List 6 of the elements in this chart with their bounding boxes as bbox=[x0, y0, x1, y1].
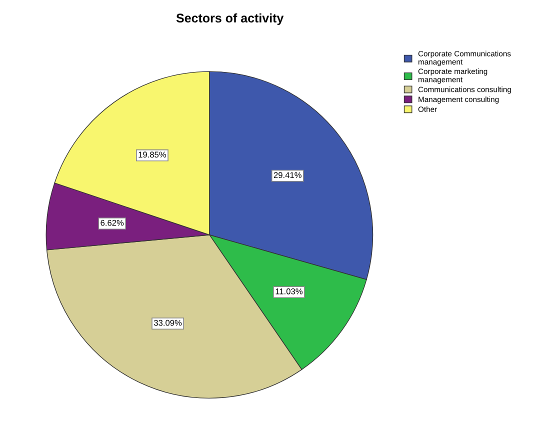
data-label: 33.09% bbox=[154, 320, 182, 326]
chart-title: Sectors of activity bbox=[176, 13, 284, 25]
data-label: 11.03% bbox=[276, 288, 302, 294]
data-label: 6.62% bbox=[100, 220, 124, 226]
data-label: 29.41% bbox=[274, 172, 302, 178]
data-label: 19.85% bbox=[138, 152, 166, 158]
